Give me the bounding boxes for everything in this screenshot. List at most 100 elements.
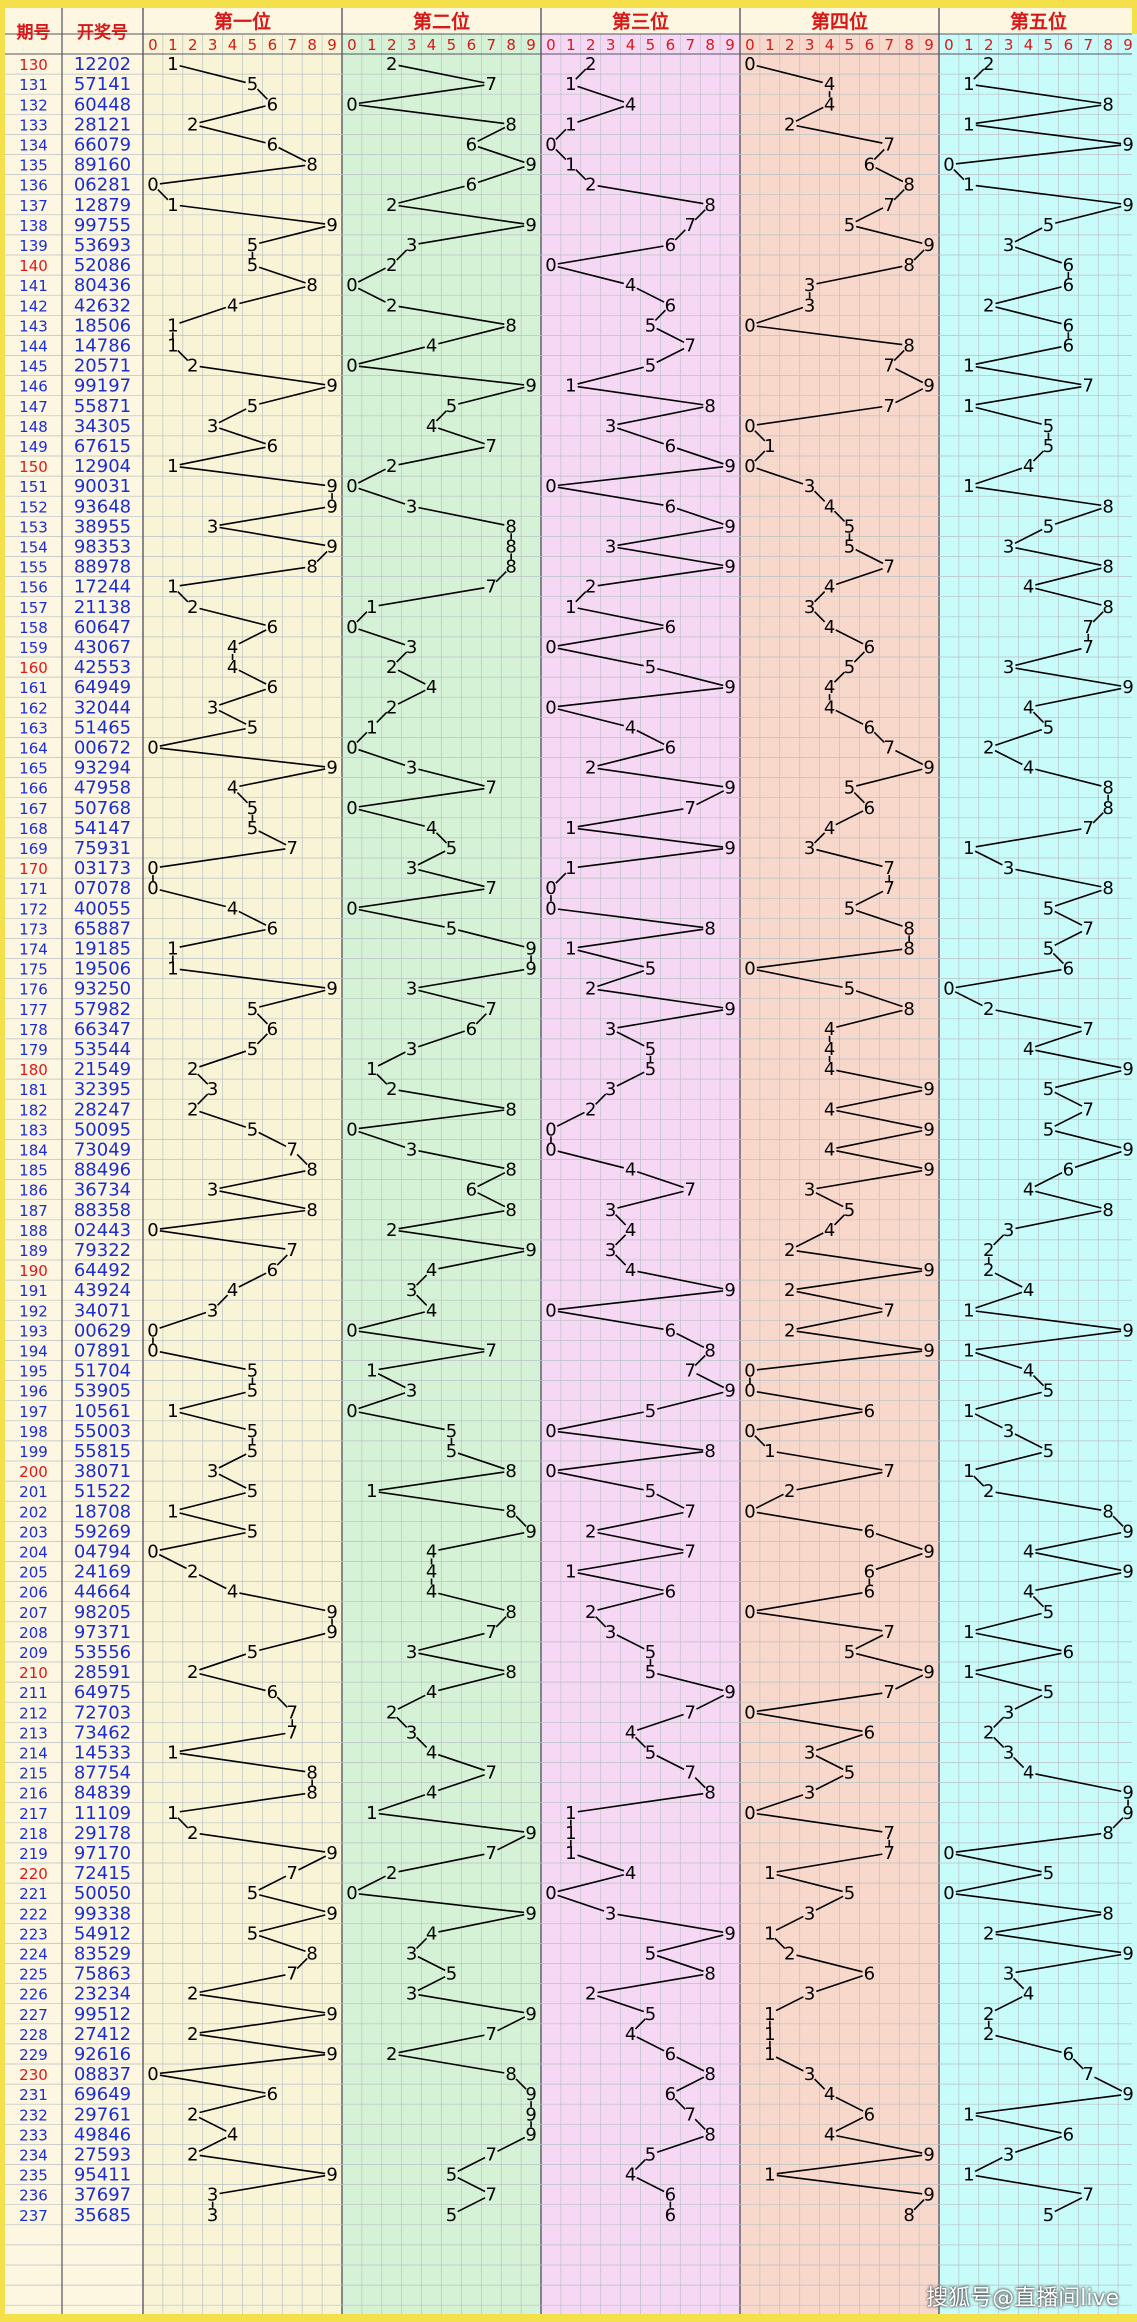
issue-header: 期号 — [17, 23, 51, 43]
trend-segment-5 — [975, 1672, 1042, 1692]
trend-segment-2 — [437, 1774, 485, 1792]
trend-segment-2 — [438, 1250, 525, 1270]
digit-header: 0 — [148, 36, 158, 54]
trend-digit-4: 9 — [923, 758, 934, 779]
trend-digit-4: 3 — [804, 1742, 815, 1763]
trend-digit-2: 1 — [366, 1059, 377, 1080]
trend-digit-4: 1 — [764, 436, 775, 457]
trend-segment-4 — [895, 367, 924, 384]
trend-segment-1 — [159, 1209, 306, 1230]
draw-number: 53556 — [74, 1642, 131, 1663]
trend-segment-5 — [975, 486, 1102, 507]
trend-segment-4 — [756, 64, 823, 84]
draw-number: 65887 — [74, 918, 131, 939]
trend-digit-5: 6 — [1063, 2044, 1074, 2065]
trend-segment-5 — [994, 1272, 1023, 1288]
trend-digit-4: 1 — [764, 1863, 775, 1884]
issue-number: 209 — [19, 1644, 48, 1662]
trend-digit-4: 1 — [764, 1923, 775, 1944]
trend-digit-2: 7 — [486, 1622, 497, 1643]
issue-number: 218 — [19, 1825, 48, 1843]
trend-segment-3 — [634, 2158, 647, 2171]
trend-segment-5 — [1092, 812, 1104, 824]
trend-digit-5: 7 — [1083, 2064, 1094, 2085]
trend-segment-5 — [1015, 647, 1082, 667]
trend-segment-5 — [1072, 2058, 1084, 2070]
trend-digit-1: 5 — [247, 1361, 258, 1382]
trend-digit-5: 4 — [1023, 697, 1034, 718]
trend-segment-2 — [356, 611, 368, 623]
trend-digit-4: 9 — [923, 1662, 934, 1683]
trend-segment-3 — [577, 1572, 664, 1592]
trend-segment-4 — [913, 2199, 925, 2211]
trend-digit-3: 6 — [665, 617, 676, 638]
trend-segment-3 — [636, 1171, 684, 1189]
trend-segment-4 — [816, 265, 903, 285]
trend-digit-4: 4 — [824, 1059, 835, 1080]
issue-number: 175 — [19, 961, 48, 979]
trend-segment-3 — [557, 466, 724, 487]
trend-segment-1 — [179, 1752, 306, 1773]
trend-digit-2: 8 — [505, 557, 516, 578]
trend-segment-1 — [259, 1894, 326, 1913]
trend-digit-4: 9 — [923, 235, 934, 256]
issue-number: 203 — [19, 1523, 48, 1541]
issue-number: 233 — [19, 2126, 48, 2144]
trend-segment-5 — [1014, 528, 1043, 545]
trend-digit-5: 5 — [1043, 1119, 1054, 1140]
trend-segment-2 — [497, 2136, 526, 2153]
trend-digit-2: 3 — [406, 637, 417, 658]
trend-digit-4: 6 — [864, 1964, 875, 1985]
trend-digit-4: 7 — [884, 1823, 895, 1844]
trend-digit-3: 1 — [565, 114, 576, 135]
trend-segment-3 — [557, 708, 624, 727]
trend-digit-5: 2 — [983, 999, 994, 1020]
trend-segment-1 — [177, 591, 189, 603]
trend-segment-1 — [159, 164, 306, 185]
trend-segment-1 — [159, 848, 286, 868]
digit-header: 9 — [1123, 36, 1133, 54]
trend-digit-3: 9 — [724, 1280, 735, 1301]
draw-number: 60448 — [74, 94, 131, 115]
trend-segment-5 — [1055, 1130, 1122, 1149]
issue-number: 137 — [19, 197, 48, 215]
trend-digit-3: 8 — [704, 1783, 715, 1804]
trend-digit-5: 3 — [1003, 536, 1014, 557]
trend-digit-1: 8 — [306, 275, 317, 296]
issue-number: 207 — [19, 1604, 48, 1622]
trend-segment-1 — [218, 709, 247, 725]
digit-header: 7 — [486, 36, 496, 54]
issue-number: 135 — [19, 157, 48, 175]
trend-digit-2: 0 — [346, 1883, 357, 1904]
trend-segment-5 — [955, 144, 1122, 165]
trend-digit-5: 6 — [1063, 315, 1074, 336]
trend-digit-4: 4 — [824, 1220, 835, 1241]
issue-number: 177 — [19, 1001, 48, 1019]
digit-header: 2 — [586, 36, 596, 54]
draw-number: 84839 — [74, 1783, 131, 1804]
issue-number: 166 — [19, 780, 48, 798]
trend-segment-2 — [398, 1089, 505, 1109]
trend-digit-3: 9 — [724, 1923, 735, 1944]
trend-digit-3: 1 — [565, 1823, 576, 1844]
digit-header: 7 — [884, 36, 894, 54]
trend-digit-2: 3 — [406, 1984, 417, 2005]
trend-digit-5: 2 — [983, 2024, 994, 2045]
trend-digit-5: 8 — [1102, 94, 1113, 115]
trend-digit-1: 3 — [207, 1300, 218, 1321]
draw-number: 21138 — [74, 597, 131, 618]
trend-segment-2 — [357, 267, 386, 283]
trend-digit-1: 9 — [326, 2165, 337, 2186]
trend-digit-3: 4 — [625, 1160, 636, 1181]
trend-digit-3: 3 — [605, 536, 616, 557]
trend-digit-1: 7 — [287, 1240, 298, 1261]
digit-header: 4 — [1024, 36, 1034, 54]
trend-digit-4: 7 — [884, 1843, 895, 1864]
trend-digit-2: 9 — [525, 1240, 536, 1261]
trend-segment-5 — [1014, 1694, 1043, 1710]
trend-digit-5: 9 — [1122, 677, 1133, 698]
draw-number: 04794 — [74, 1541, 131, 1562]
trend-digit-5: 5 — [1043, 1682, 1054, 1703]
trend-segment-4 — [756, 1692, 883, 1713]
trend-segment-1 — [199, 1110, 247, 1128]
